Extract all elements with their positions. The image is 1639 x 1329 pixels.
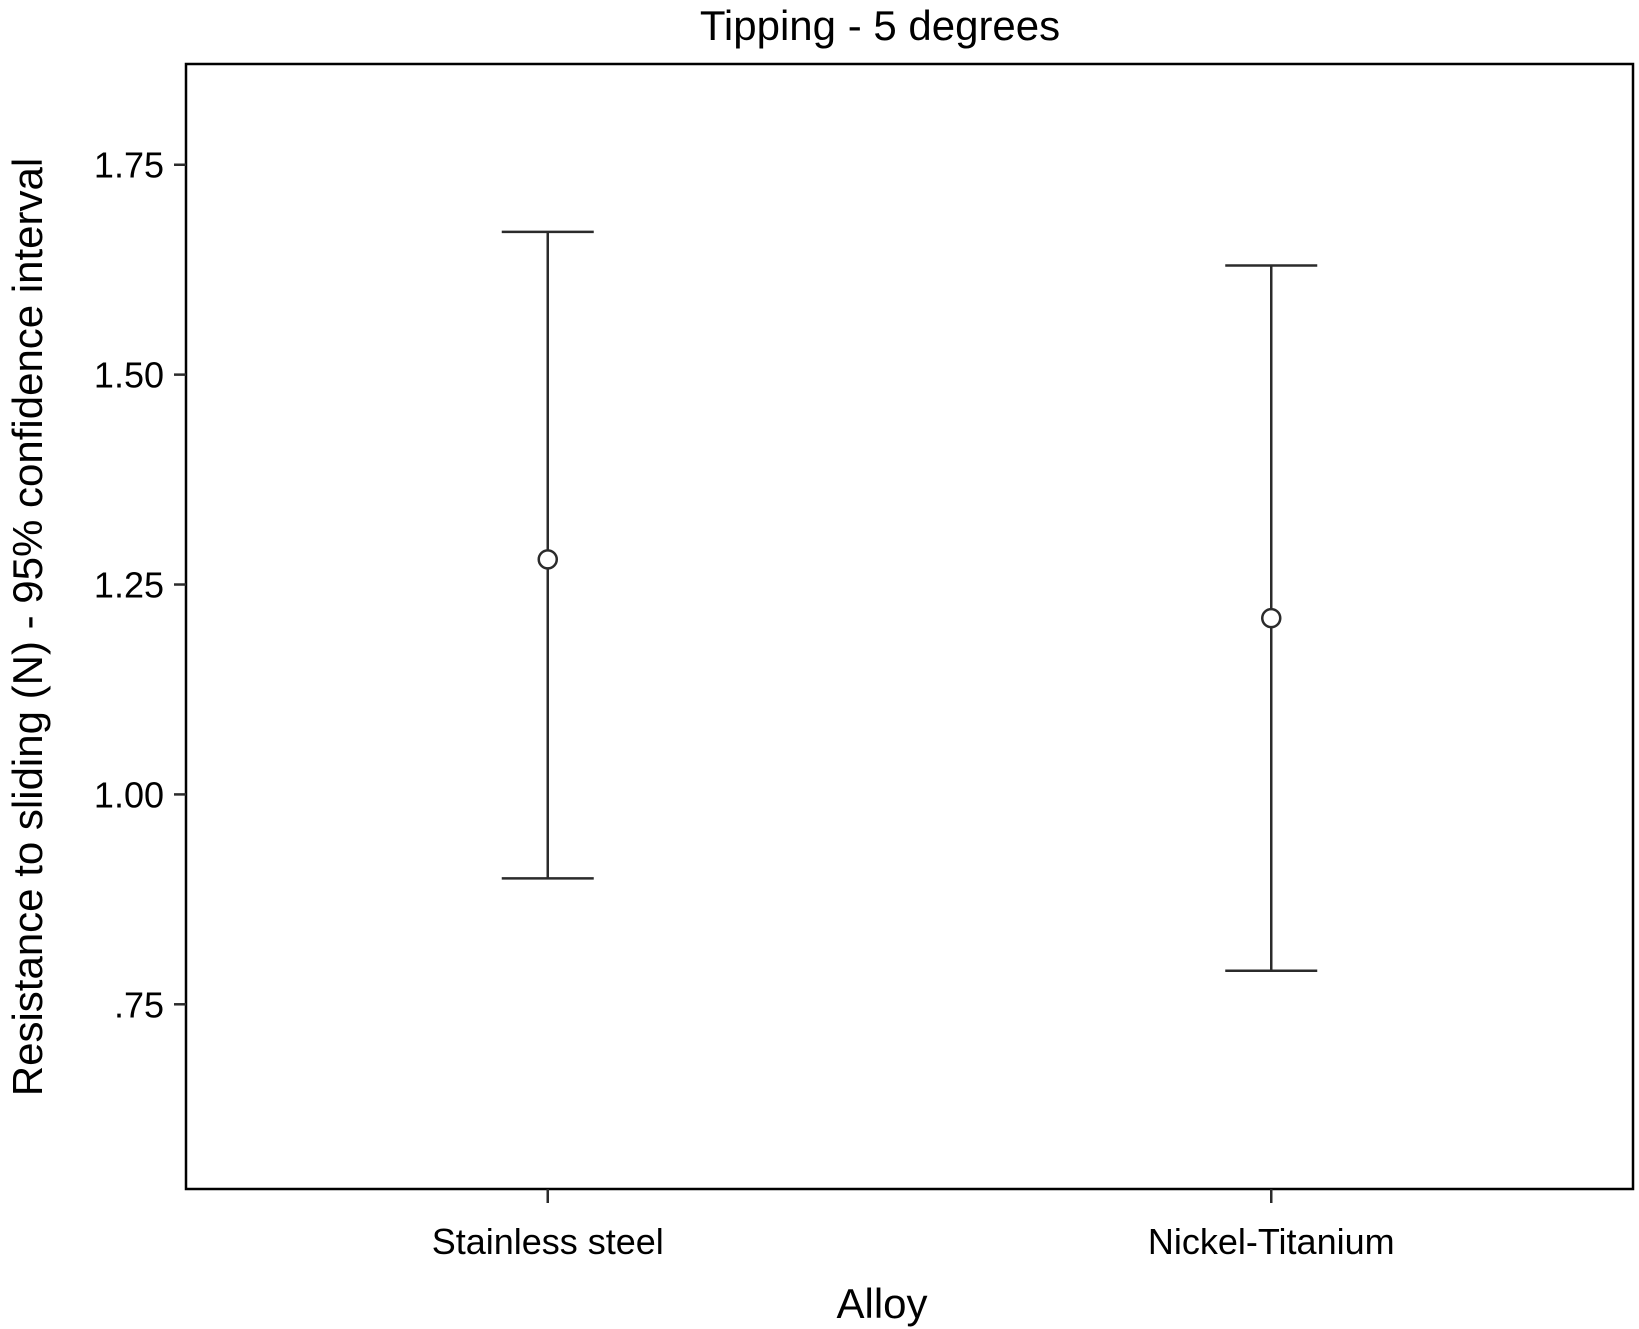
mean-point bbox=[1261, 607, 1282, 629]
error-bars bbox=[501, 230, 1318, 972]
y-tick-label: .75 bbox=[114, 984, 164, 1025]
y-tick-label: 1.25 bbox=[94, 565, 164, 606]
y-tick-label: 1.75 bbox=[94, 145, 164, 186]
y-tick-label: 1.00 bbox=[94, 774, 164, 815]
x-axis-title: Alloy bbox=[836, 1280, 927, 1327]
y-tick-label: 1.50 bbox=[94, 355, 164, 396]
x-axis: Stainless steel Nickel-Titanium bbox=[432, 1189, 1395, 1262]
y-axis: .75 1.00 1.25 1.50 1.75 bbox=[94, 145, 186, 1025]
x-tick-label: Nickel-Titanium bbox=[1148, 1221, 1395, 1262]
chart-title: Tipping - 5 degrees bbox=[700, 2, 1060, 49]
x-tick-label: Stainless steel bbox=[432, 1221, 664, 1262]
mean-point bbox=[537, 549, 558, 570]
y-axis-title: Resistance to sliding (N) - 95% confiden… bbox=[4, 158, 51, 1096]
plot-area bbox=[184, 62, 1635, 1191]
